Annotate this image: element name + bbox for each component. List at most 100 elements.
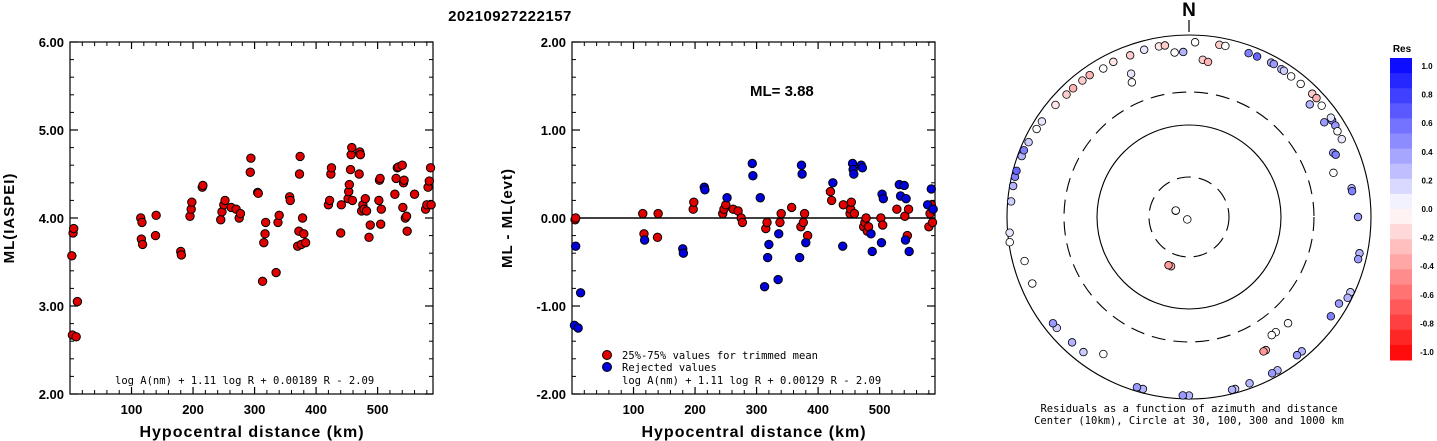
data-point-red — [737, 217, 748, 228]
data-point-red — [67, 251, 77, 261]
data-point-red — [355, 149, 366, 160]
data-point-red — [336, 228, 346, 238]
colorbar-tick-label: 0.8 — [1421, 91, 1433, 100]
colorbar-tick-label: -1.0 — [1420, 348, 1434, 357]
y-axis-label: ML(IASPEI) — [1, 173, 18, 264]
colorbar-title: Res — [1393, 44, 1412, 55]
data-point-red — [638, 208, 648, 219]
panel-residual-vs-distance: 100 200 300 400 500 -2.00 -1.00 0.00 1.00 2.00 ML… — [499, 35, 938, 441]
station-residual-point — [1267, 330, 1276, 340]
colorbar-segment — [1390, 299, 1412, 316]
station-residual-point — [1331, 150, 1340, 159]
station-residual-point — [1062, 90, 1071, 99]
distance-ring-100 — [1096, 124, 1282, 310]
data-point-blue — [573, 323, 583, 333]
data-point-red — [786, 202, 797, 213]
x-tick-label: 200 — [182, 402, 204, 417]
data-point-red — [257, 276, 268, 287]
data-point-red — [927, 217, 938, 228]
data-point-blue — [899, 180, 909, 191]
data-point-red — [326, 163, 337, 173]
station-residual-point — [1245, 379, 1254, 388]
station-residual-point — [1028, 279, 1037, 288]
data-point-red — [187, 197, 197, 207]
data-point-red — [137, 239, 148, 250]
colorbar-segment — [1390, 73, 1412, 89]
north-label: N — [1182, 0, 1196, 21]
station-residual-point — [1305, 100, 1314, 109]
station-residual-point — [1051, 100, 1060, 110]
data-point-red — [246, 153, 256, 163]
y-tick-label: 1.00 — [541, 123, 566, 138]
data-point-blue — [747, 158, 757, 169]
data-point-red — [364, 232, 374, 243]
station-residual-point — [1099, 64, 1108, 73]
station-residual-point — [1178, 391, 1187, 400]
station-residual-point — [1067, 338, 1077, 347]
station-residual-point — [1353, 212, 1363, 222]
data-point-red — [653, 208, 663, 219]
distance-ring-300 — [1063, 91, 1315, 343]
data-point-red — [762, 217, 772, 228]
data-point-blue — [678, 248, 689, 258]
data-point-blue — [722, 193, 732, 203]
colorbar-segment — [1390, 224, 1412, 240]
data-point-blue — [928, 204, 938, 214]
data-point-red — [198, 180, 208, 191]
data-point-blue — [857, 163, 868, 173]
colorbar-segment — [1390, 284, 1412, 301]
data-point-blue — [762, 252, 773, 263]
data-point-red — [274, 210, 284, 221]
station-residual-point — [1333, 127, 1342, 136]
station-residual-point — [1020, 256, 1029, 266]
legend-blue-marker — [602, 362, 612, 372]
data-point-blue — [773, 274, 783, 285]
station-residual-point — [1109, 57, 1118, 67]
data-point-blue — [926, 184, 937, 194]
data-point-red — [401, 211, 412, 221]
data-point-red — [397, 160, 407, 170]
colorbar-segment — [1390, 88, 1412, 104]
x-tick-label: 100 — [623, 402, 645, 417]
data-point-blue — [774, 229, 784, 239]
data-point-red — [402, 226, 412, 236]
data-point-blue — [801, 237, 811, 248]
colorbar-segment — [1390, 133, 1412, 150]
station-residual-point — [1190, 38, 1200, 47]
data-point-blue — [639, 235, 650, 245]
station-residual-point — [1279, 66, 1289, 76]
data-point-red — [324, 195, 335, 206]
x-axis-label: Hypocentral distance (km) — [139, 424, 364, 441]
data-point-red — [71, 332, 81, 342]
station-residual-point — [1334, 299, 1344, 308]
data-point-red — [294, 169, 305, 179]
data-point-red — [176, 250, 187, 260]
station-residual-point — [1329, 168, 1338, 178]
magnitude-formula: log A(nm) + 1.11 log R + 0.00189 R - 2.0… — [115, 375, 374, 387]
station-residual-point — [1179, 47, 1188, 57]
colorbar-segment — [1390, 178, 1412, 195]
data-point-red — [72, 296, 83, 307]
station-residual-point — [1005, 228, 1014, 237]
data-point-red — [271, 267, 281, 278]
data-point-red — [220, 195, 230, 206]
y-axis-label: ML - ML(evt) — [499, 168, 516, 268]
station-residual-point — [1326, 312, 1336, 321]
distance-ring-30 — [1148, 176, 1230, 258]
colorbar-segment — [1390, 344, 1412, 361]
station-residual-point — [1286, 72, 1296, 81]
station-residual-point — [1079, 347, 1088, 357]
data-point-blue — [797, 169, 807, 179]
station-residual-point — [1139, 45, 1149, 54]
station-residual-point — [1353, 254, 1363, 264]
y-tick-label: -2.00 — [536, 387, 566, 402]
data-point-red — [297, 213, 308, 223]
station-residual-point — [1012, 166, 1021, 175]
colorbar-tick-label: -0.6 — [1420, 291, 1434, 300]
data-point-blue — [764, 239, 774, 250]
x-tick-label: 200 — [684, 402, 706, 417]
data-point-red — [347, 142, 357, 153]
station-residual-point — [1312, 93, 1321, 103]
data-point-red — [425, 163, 436, 173]
